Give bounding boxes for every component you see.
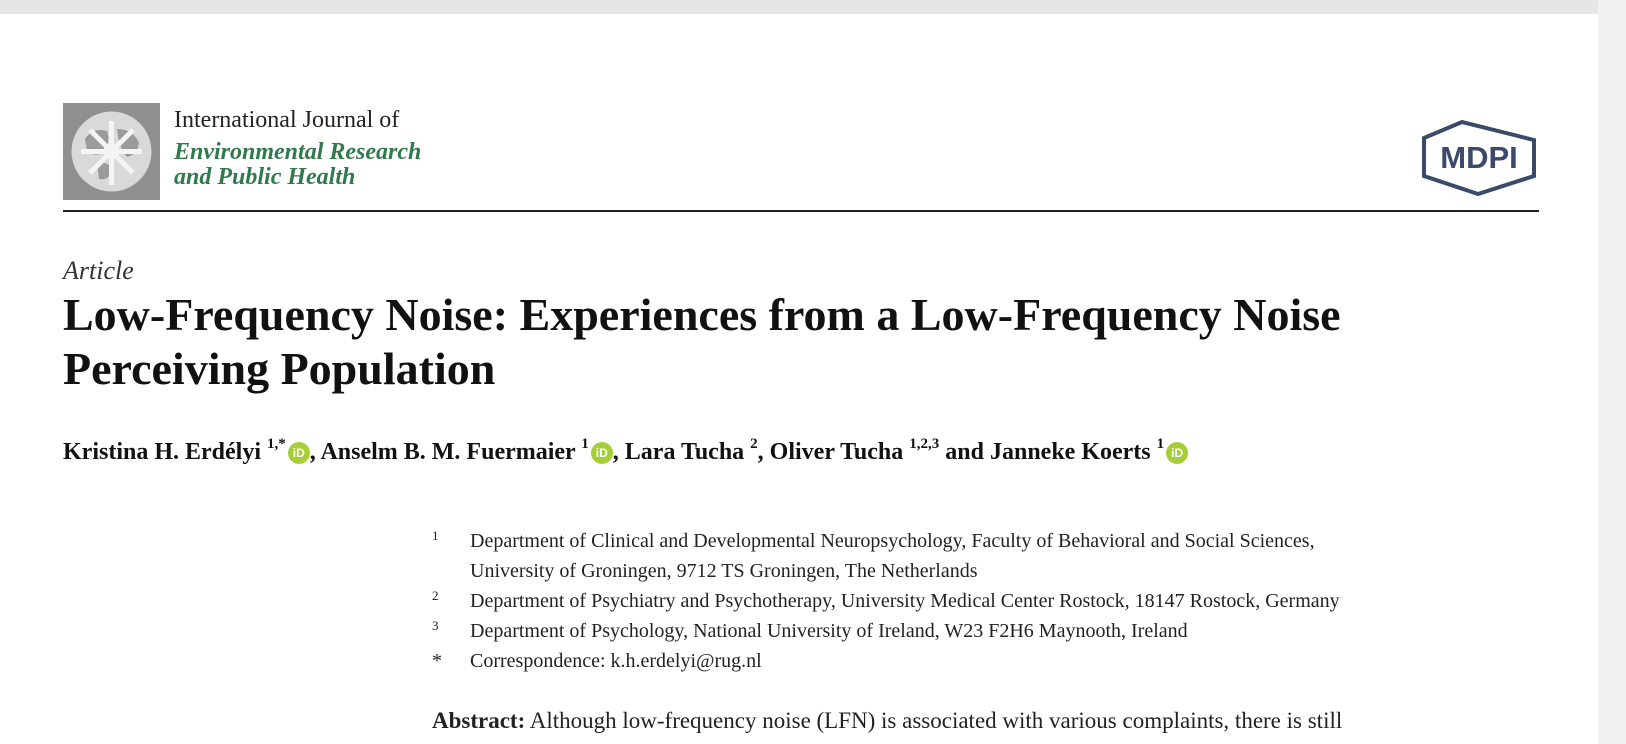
- author-affiliation-marker: 1: [581, 436, 589, 452]
- affiliation-item: 2 Department of Psychiatry and Psychother…: [432, 586, 1552, 616]
- affiliation-item: * Correspondence: k.h.erdelyi@rug.nl: [432, 646, 1552, 676]
- orcid-icon[interactable]: iD: [1166, 442, 1189, 464]
- author-name: Anselm B. M. Fuermaier: [320, 439, 582, 465]
- affiliation-marker: *: [432, 650, 442, 672]
- pdf-page: [0, 14, 1598, 744]
- affiliation-marker: 3: [432, 618, 439, 633]
- author-affiliation-marker: 1,*: [267, 436, 286, 452]
- mdpi-logo: MDPI: [1418, 119, 1540, 197]
- affiliation-text: Department of Psychology, National Unive…: [470, 620, 1188, 642]
- affiliation-list: 1 Department of Clinical and Developmenta…: [432, 526, 1552, 676]
- author-name: Oliver Tucha: [769, 439, 910, 465]
- affiliation-marker: 1: [432, 528, 439, 543]
- affiliation-item: 1 Department of Clinical and Developmenta…: [432, 526, 1552, 586]
- journal-name-line2: Environmental Research: [174, 139, 422, 165]
- orcid-icon[interactable]: iD: [287, 442, 310, 464]
- affiliation-text: Department of Clinical and Developmental…: [470, 530, 1315, 552]
- author-separator: ,: [309, 439, 321, 465]
- header-divider: [63, 210, 1539, 212]
- author-separator: ,: [757, 439, 770, 465]
- affiliation-text: University of Groningen, 9712 TS Groning…: [470, 560, 978, 582]
- author-list: Kristina H. Erdélyi 1,*iD, Anselm B. M. …: [63, 436, 1563, 466]
- author-affiliation-marker: 2: [750, 436, 758, 452]
- author-affiliation-marker: 1,2,3: [909, 436, 940, 452]
- author-affiliation-marker: 1: [1156, 436, 1165, 452]
- orcid-icon[interactable]: iD: [590, 442, 613, 464]
- journal-name-line1: International Journal of: [174, 107, 400, 133]
- abstract-label: Abstract:: [432, 708, 526, 733]
- abstract-text: Although low-frequency noise (LFN) is as…: [529, 708, 1343, 733]
- viewer-side-strip: [1598, 0, 1626, 744]
- author-name: Lara Tucha: [624, 439, 751, 465]
- affiliation-item: 3 Department of Psychology, National Univ…: [432, 616, 1552, 646]
- affiliation-marker: 2: [432, 588, 439, 603]
- mdpi-logo-text: MDPI: [1440, 140, 1518, 175]
- paper-title: Low-Frequency Noise: Experiences from a …: [63, 289, 1341, 394]
- journal-logo: [63, 103, 160, 200]
- article-type: Article: [63, 256, 134, 285]
- author-name: Kristina H. Erdélyi: [63, 439, 267, 465]
- author-name: Janneke Koerts: [989, 439, 1157, 465]
- author-separator: ,: [612, 439, 625, 465]
- abstract: Abstract: Although low-frequency noise (…: [432, 708, 1582, 734]
- affiliation-text: Department of Psychiatry and Psychothera…: [470, 590, 1340, 612]
- affiliation-text[interactable]: Correspondence: k.h.erdelyi@rug.nl: [470, 650, 762, 672]
- journal-name-line3: and Public Health: [174, 164, 356, 190]
- author-separator: and: [939, 439, 990, 465]
